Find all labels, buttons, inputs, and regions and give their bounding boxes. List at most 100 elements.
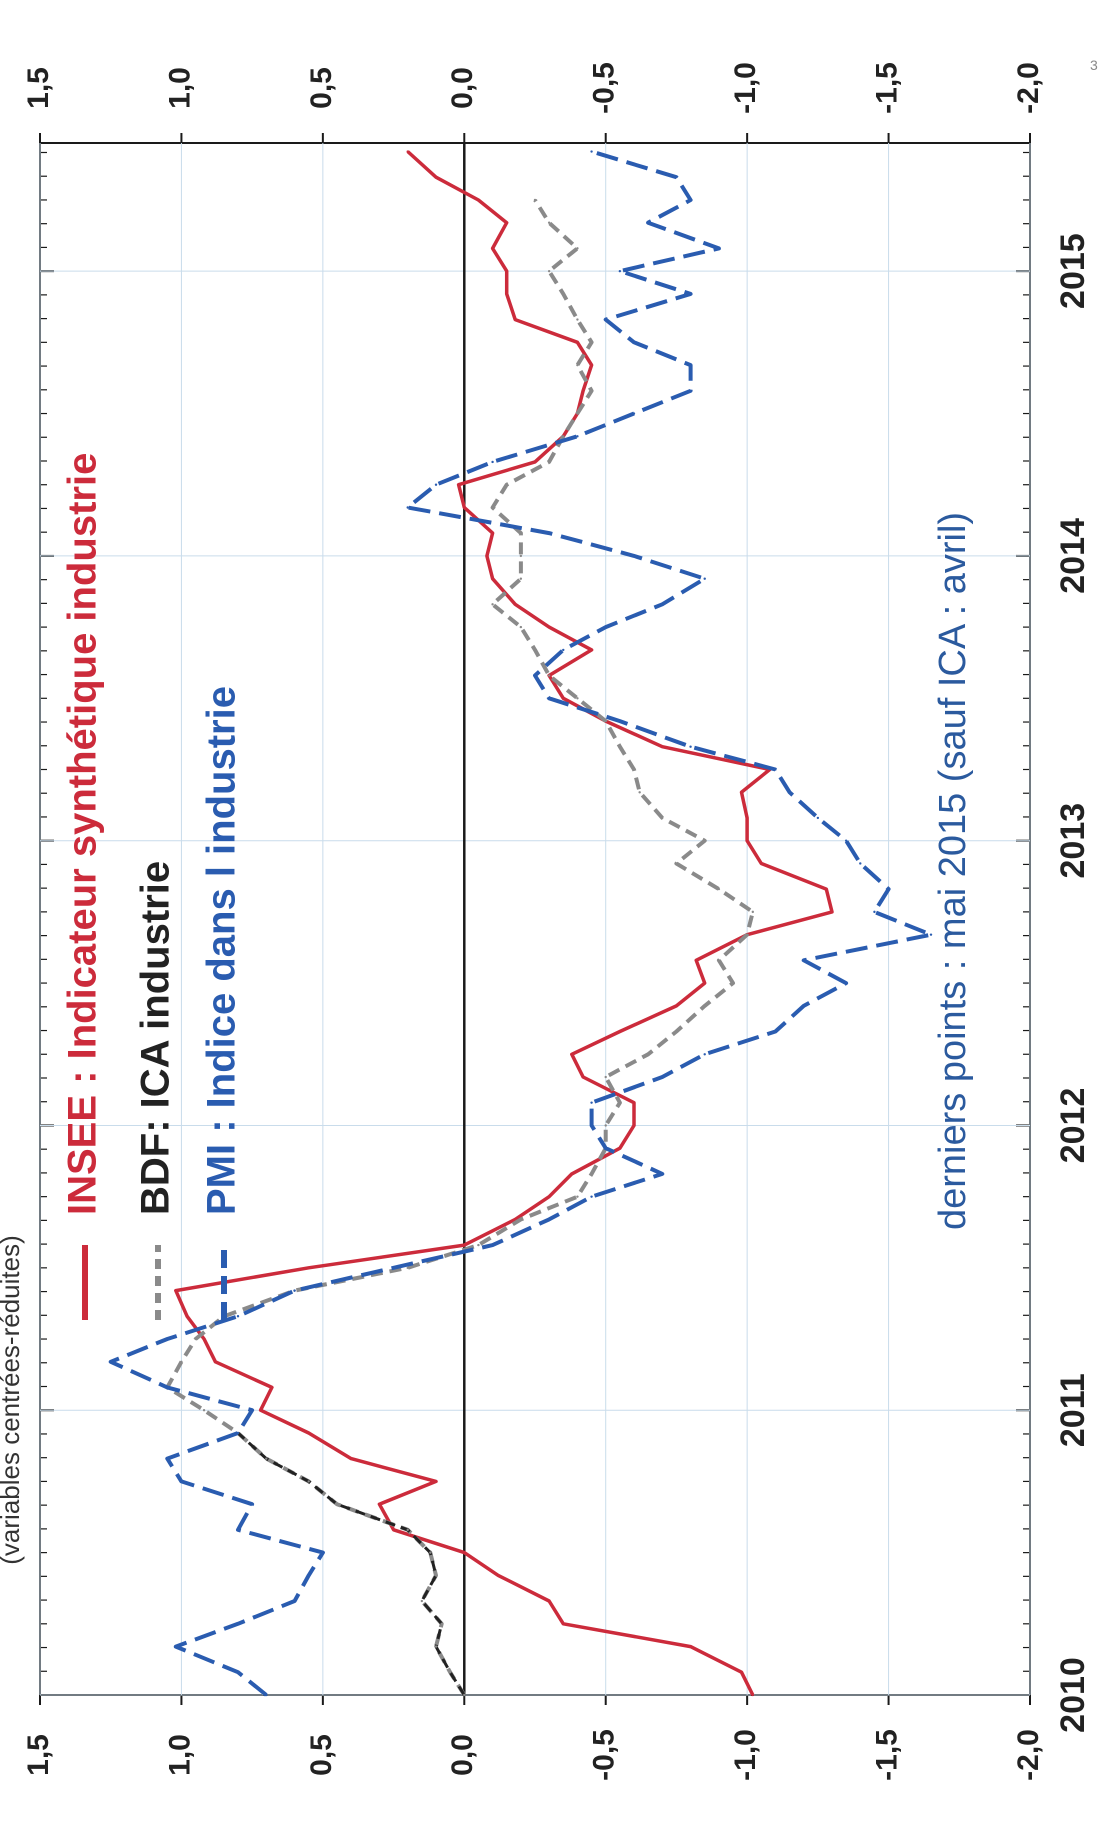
data-point-insee — [514, 318, 517, 321]
data-point-insee — [547, 625, 551, 629]
value-tick-label-bottom: 1,0 — [163, 1734, 196, 1776]
data-point-pmi — [675, 175, 678, 179]
data-point-bdf — [307, 1480, 310, 1483]
data-point-bdf — [180, 1360, 183, 1364]
data-point-pmi — [180, 1480, 183, 1483]
data-point-bdf — [576, 247, 579, 250]
data-point-insee — [661, 745, 664, 748]
value-tick-label-bottom: 0,5 — [305, 1734, 338, 1776]
data-point-bdf — [576, 363, 579, 367]
data-point-bdf — [519, 1218, 523, 1221]
data-point-bdf — [745, 933, 749, 936]
data-point-bdf — [491, 506, 494, 509]
year-tick-label: 2011 — [1054, 1373, 1092, 1447]
data-point-pmi — [321, 1551, 325, 1554]
data-point-insee — [505, 292, 508, 296]
value-tick-label-top: -0,5 — [588, 62, 621, 114]
value-tick-label-top: 0,0 — [446, 67, 479, 109]
data-point-bdf — [604, 1075, 607, 1079]
data-point-insee — [491, 577, 494, 580]
data-point-bdf — [562, 292, 565, 296]
data-point-pmi — [250, 1409, 254, 1412]
data-point-insee — [457, 483, 460, 486]
data-point-insee — [581, 1075, 585, 1079]
data-point-pmi — [590, 1124, 593, 1127]
data-point-pmi — [590, 150, 593, 153]
data-point-bdf — [646, 1053, 650, 1056]
value-tick-label-top: -2,0 — [1012, 62, 1045, 114]
data-point-pmi — [166, 1386, 169, 1389]
data-point-pmi — [562, 648, 565, 652]
year-tick-label: 2014 — [1054, 518, 1092, 594]
data-point-bdf — [661, 816, 664, 820]
series-line-bdf — [165, 198, 755, 1697]
data-point-pmi — [533, 674, 537, 677]
data-point-pmi — [590, 1195, 593, 1198]
data-point-insee — [570, 1053, 573, 1056]
data-point-bdf — [576, 1195, 579, 1198]
data-point-pmi — [547, 531, 551, 535]
value-tick-label-bottom: 0,0 — [446, 1734, 479, 1776]
data-point-pmi — [434, 483, 438, 486]
data-point-insee — [533, 460, 537, 464]
legend: INSEE : Indicateur synthétique industrie… — [61, 453, 244, 1320]
data-point-bdf — [519, 554, 523, 558]
data-point-bdf — [406, 1528, 409, 1532]
value-tick-label-bottom: -2,0 — [1012, 1729, 1045, 1781]
data-point-bdf — [519, 531, 523, 535]
data-point-insee — [406, 150, 409, 153]
data-point-bdf — [519, 625, 523, 629]
data-point-bdf — [440, 1622, 443, 1626]
data-point-pmi — [873, 910, 876, 914]
data-point-bdf — [202, 1409, 206, 1412]
data-point-bdf — [533, 648, 537, 652]
variables-note: (variables centrées-réduites) — [0, 1235, 25, 1564]
data-point-pmi — [491, 460, 494, 464]
year-tick-label: 2010 — [1054, 1657, 1092, 1733]
data-point-insee — [581, 389, 585, 392]
data-point-bdf — [533, 198, 537, 202]
data-point-bdf — [576, 697, 579, 700]
data-point-insee — [825, 887, 828, 891]
data-point-pmi — [236, 1671, 240, 1674]
year-tick-label: 2013 — [1054, 803, 1092, 879]
value-tick-label-top: 1,5 — [22, 67, 55, 109]
data-point-bdf — [335, 1503, 339, 1506]
value-tick-label-bottom: 1,5 — [22, 1734, 55, 1776]
data-point-insee — [618, 1030, 622, 1033]
data-point-bdf — [265, 1457, 268, 1460]
value-tick-label-bottom: -1,5 — [870, 1729, 903, 1781]
data-point-bdf — [717, 887, 721, 891]
data-point-pmi — [236, 1431, 240, 1435]
data-point-bdf — [505, 483, 508, 486]
data-point-bdf — [406, 1266, 409, 1270]
data-point-insee — [514, 603, 517, 606]
data-point-insee — [675, 1004, 678, 1008]
data-point-pmi — [661, 1172, 664, 1176]
data-point-pmi — [604, 1147, 607, 1150]
data-point-pmi — [689, 389, 692, 392]
data-point-pmi — [547, 697, 551, 700]
data-point-insee — [307, 1266, 310, 1270]
data-point-pmi — [392, 1266, 395, 1270]
data-point-pmi — [632, 341, 636, 344]
data-point-bdf — [604, 1124, 607, 1127]
data-point-pmi — [859, 862, 862, 865]
data-point-pmi — [661, 603, 664, 606]
data-point-insee — [491, 531, 494, 535]
data-point-bdf — [703, 839, 706, 842]
data-point-insee — [695, 959, 698, 962]
data-point-bdf — [434, 1574, 438, 1577]
last-points-note: derniers points : mai 2015 (sauf ICA : a… — [932, 512, 974, 1230]
plot-frame — [39, 142, 1031, 1696]
data-point-bdf — [547, 269, 551, 273]
data-point-insee — [349, 1457, 353, 1460]
data-point-insee — [434, 175, 438, 179]
data-point-bdf — [675, 1030, 678, 1033]
data-point-pmi — [174, 1645, 177, 1648]
data-point-pmi — [774, 768, 777, 771]
data-point-insee — [830, 910, 834, 914]
data-point-pmi — [618, 269, 622, 273]
data-point-pmi — [604, 318, 607, 321]
